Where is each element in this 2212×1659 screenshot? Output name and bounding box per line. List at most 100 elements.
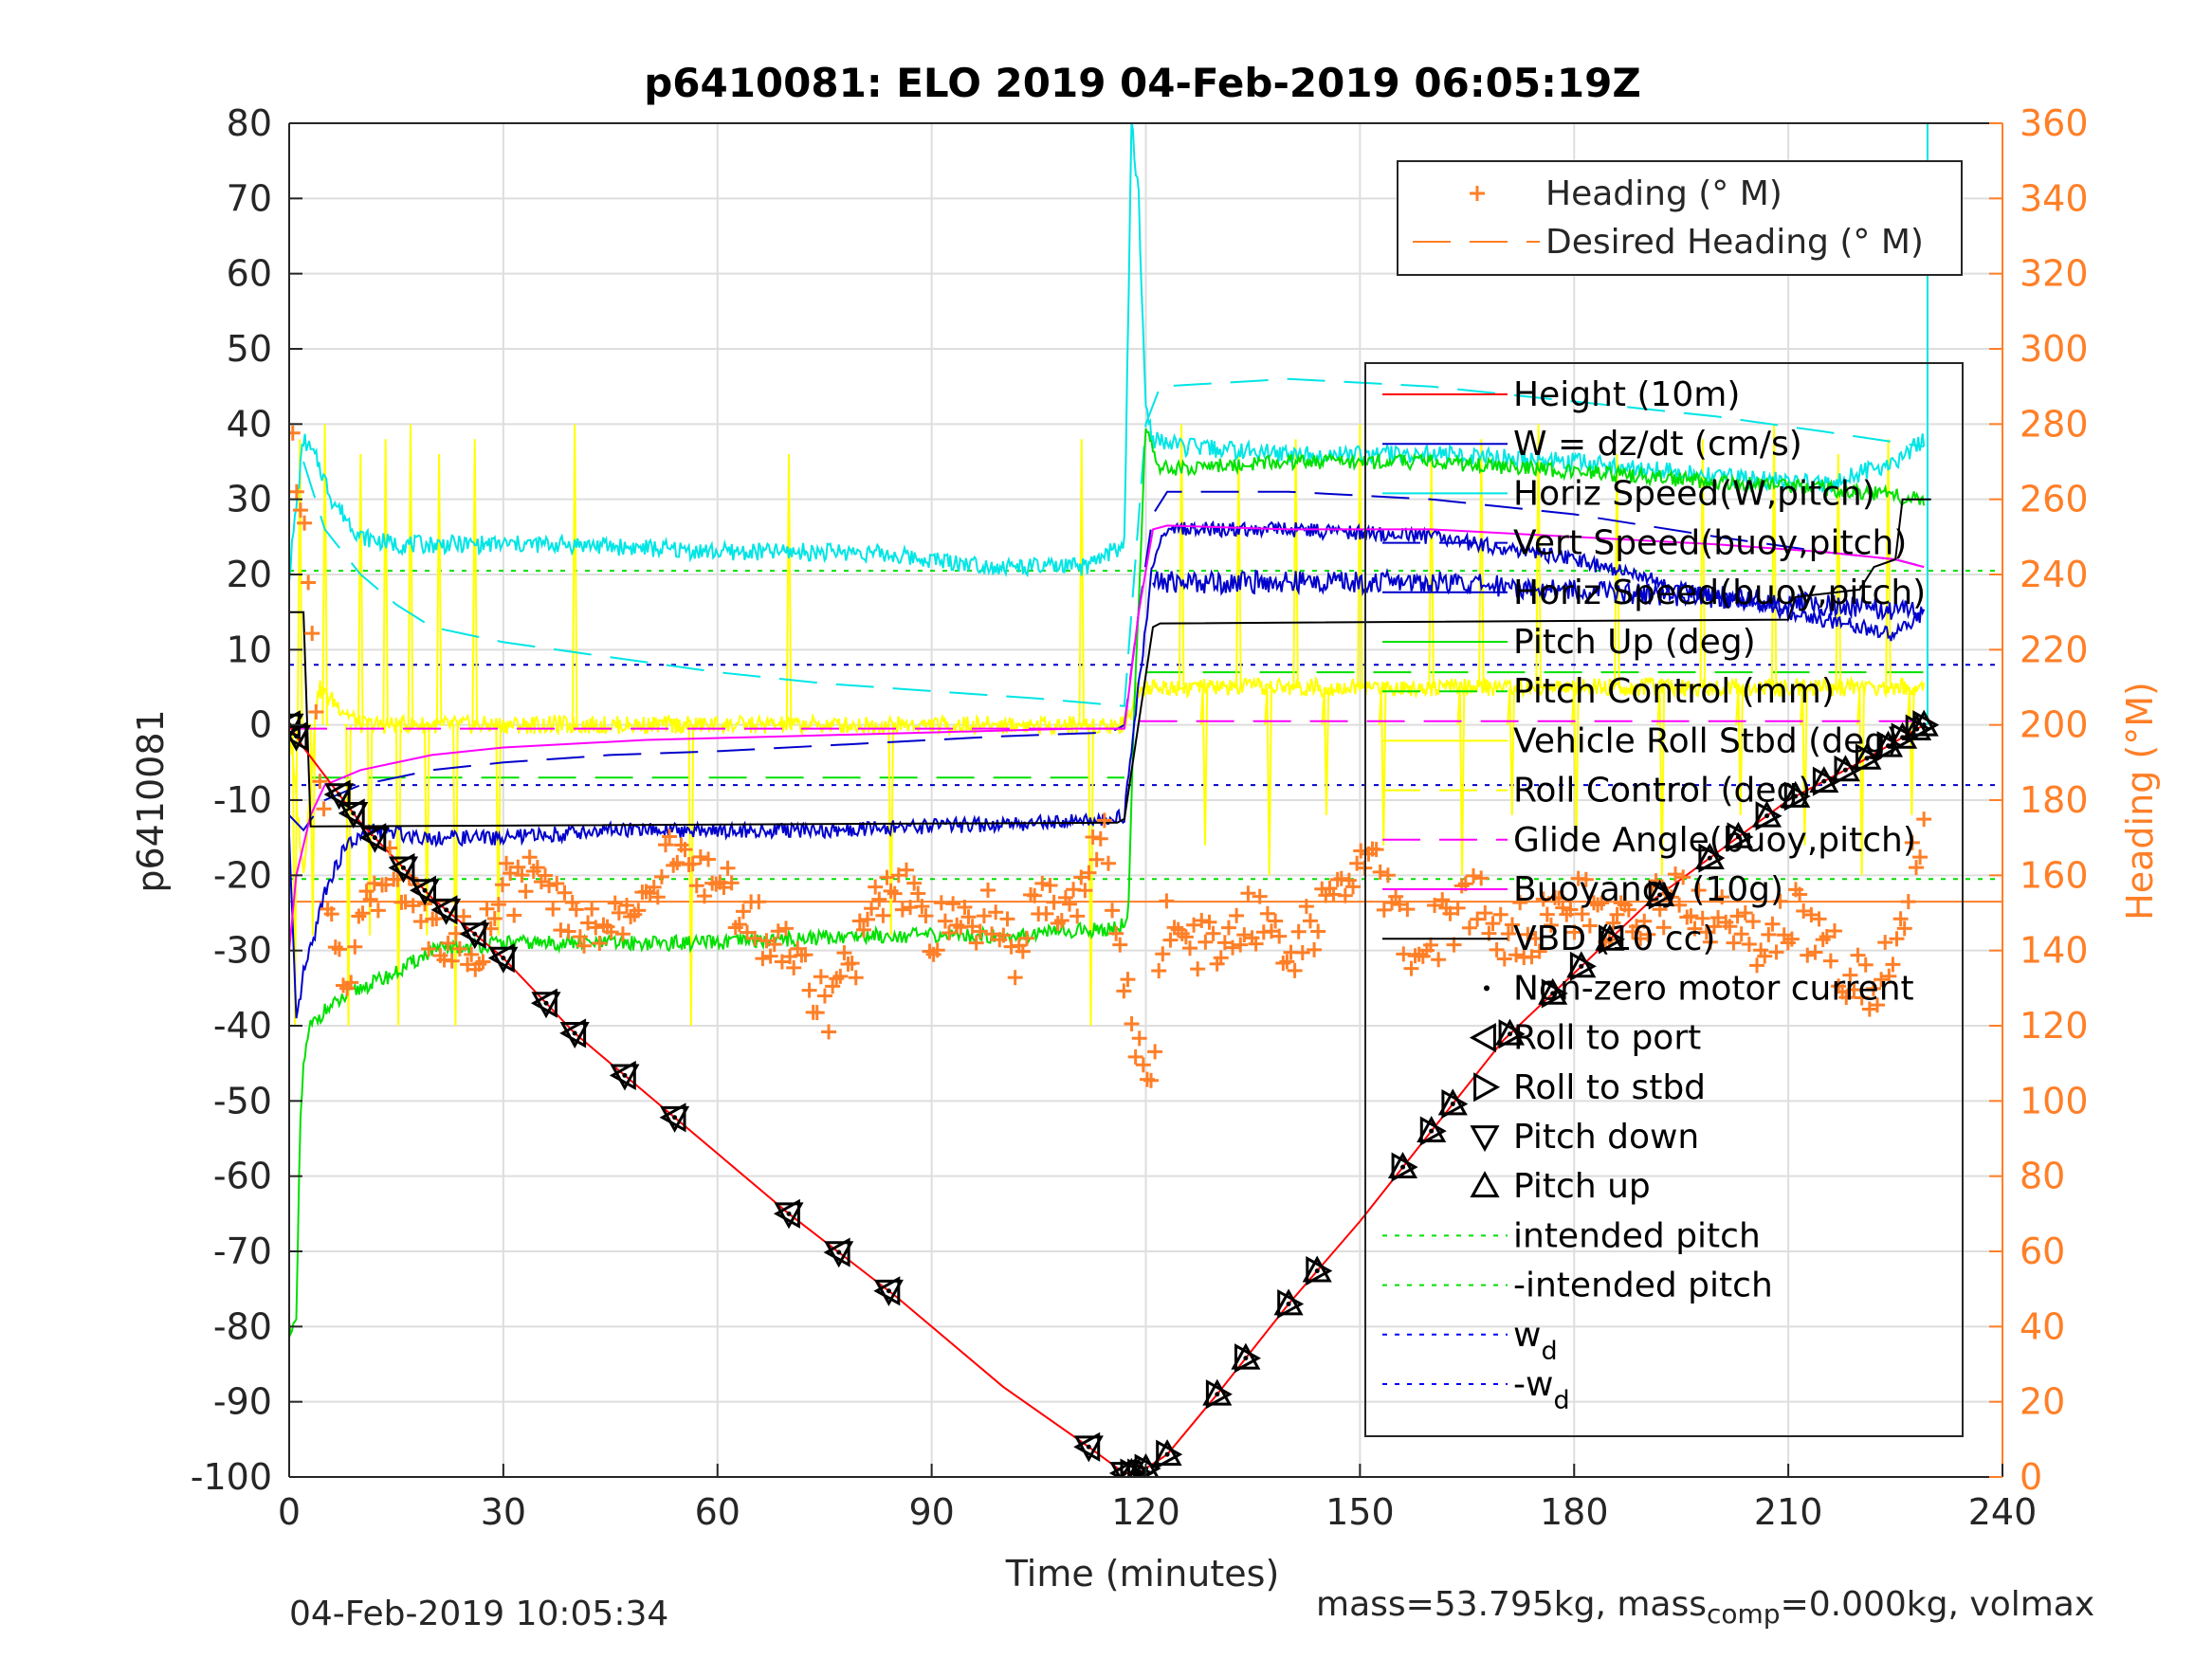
heading-marker xyxy=(1783,931,1800,947)
heading-marker xyxy=(855,921,871,938)
heading-marker xyxy=(844,956,860,972)
motor-current-dot xyxy=(501,956,506,961)
heading-marker xyxy=(1124,1015,1140,1031)
heading-marker xyxy=(1197,934,1214,950)
pitch-marker xyxy=(531,992,561,1019)
y-tick-label-left: 10 xyxy=(227,629,272,670)
heading-marker xyxy=(1046,894,1062,910)
motor-current-dot xyxy=(1286,1302,1291,1307)
motor-current-dot xyxy=(1864,756,1870,761)
heading-marker xyxy=(821,1024,837,1040)
heading-marker xyxy=(451,940,467,957)
roll-spike xyxy=(382,439,391,726)
heading-marker xyxy=(1764,916,1781,932)
heading-marker xyxy=(762,948,778,964)
heading-marker xyxy=(1427,897,1443,913)
motor-marker xyxy=(487,943,519,974)
heading-marker xyxy=(906,875,923,891)
legend-top-box xyxy=(1397,160,1963,276)
heading-marker xyxy=(751,894,767,910)
motor-current-dot xyxy=(1429,1128,1435,1134)
heading-marker xyxy=(646,879,662,895)
y-tick-label-left: -60 xyxy=(213,1156,272,1197)
heading-marker xyxy=(518,884,534,900)
heading-marker xyxy=(1629,919,1645,935)
heading-marker xyxy=(1294,944,1310,960)
heading-marker xyxy=(1512,895,1528,911)
heading-marker xyxy=(289,483,304,500)
y-tick-label-right: 0 xyxy=(2020,1456,2042,1498)
y-tick-label-right: 340 xyxy=(2020,177,2089,219)
pitch-marker xyxy=(824,1241,854,1268)
heading-marker xyxy=(557,884,573,901)
heading-marker xyxy=(1710,910,1727,926)
heading-marker xyxy=(1388,888,1404,904)
series-vehicle-roll xyxy=(289,675,1926,873)
heading-marker xyxy=(1492,906,1508,922)
heading-marker xyxy=(1380,867,1396,884)
roll-marker xyxy=(1648,880,1675,910)
roll-marker xyxy=(1391,1152,1418,1182)
heading-marker xyxy=(1470,911,1486,927)
heading-marker xyxy=(514,867,530,884)
motor-current-dot xyxy=(1550,991,1556,996)
heading-marker xyxy=(1396,946,1412,962)
legend-main-label: Pitch up xyxy=(1513,1167,1651,1206)
y-tick-label-right: 320 xyxy=(2020,253,2089,295)
heading-marker xyxy=(759,933,775,949)
heading-marker xyxy=(397,894,413,910)
motor-marker xyxy=(359,823,390,853)
heading-marker xyxy=(1007,970,1023,986)
roll-marker xyxy=(659,1103,686,1133)
heading-marker xyxy=(1672,897,1688,913)
heading-marker xyxy=(716,880,732,896)
motor-marker xyxy=(1231,1342,1261,1374)
y-tick-label-right: 280 xyxy=(2020,403,2089,445)
heading-marker xyxy=(355,905,371,921)
pitch-marker xyxy=(1873,730,1904,757)
roll-marker xyxy=(430,895,458,925)
motor-current-dot xyxy=(786,1211,792,1216)
heading-marker xyxy=(592,936,608,952)
motor-marker xyxy=(559,1018,590,1048)
heading-marker xyxy=(1422,937,1438,953)
heading-marker xyxy=(1857,957,1874,973)
heading-marker xyxy=(910,885,926,902)
heading-marker xyxy=(1640,926,1656,942)
roll-spike xyxy=(321,424,330,726)
heading-marker xyxy=(996,927,1012,943)
heading-marker xyxy=(1594,895,1610,911)
heading-marker xyxy=(1698,924,1714,940)
heading-marker xyxy=(1842,967,1858,983)
motor-marker xyxy=(1387,1152,1418,1182)
roll-marker xyxy=(1419,1116,1447,1146)
pitch-marker xyxy=(1538,977,1568,1005)
legend-sub: d xyxy=(1553,1386,1569,1415)
heading-marker xyxy=(1500,926,1516,942)
heading-marker xyxy=(1252,888,1268,904)
axes: 0 30 60 90 120 150 180 210 24080706050403020100-… xyxy=(191,102,2089,1533)
heading-marker xyxy=(696,888,712,904)
heading-marker xyxy=(1896,921,1912,937)
pitch-marker xyxy=(1888,721,1918,749)
pitch-marker xyxy=(1302,1255,1332,1283)
legend-main-label: Pitch Up (deg) xyxy=(1513,623,1756,662)
roll-spike xyxy=(686,723,695,1027)
heading-marker xyxy=(669,854,686,870)
heading-marker xyxy=(1310,923,1326,939)
heading-marker xyxy=(292,502,308,519)
motor-current-dot xyxy=(1735,834,1741,840)
y-tick-label-left: 50 xyxy=(227,328,272,370)
heading-marker xyxy=(1737,904,1753,921)
heading-marker xyxy=(576,938,592,954)
heading-marker xyxy=(1042,877,1058,893)
heading-marker xyxy=(988,904,1004,921)
heading-marker xyxy=(1687,921,1703,937)
pitch-marker xyxy=(1073,1435,1104,1463)
heading-marker xyxy=(1605,915,1621,931)
heading-marker xyxy=(1722,919,1738,935)
x-tick-label: 60 xyxy=(695,1491,740,1533)
roll-marker xyxy=(530,988,558,1018)
roll-marker xyxy=(1891,722,1918,753)
